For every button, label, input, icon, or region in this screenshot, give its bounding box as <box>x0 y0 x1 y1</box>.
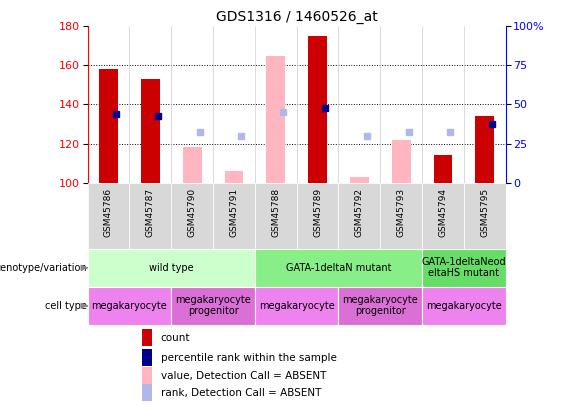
Bar <box>142 349 153 366</box>
Text: GATA-1deltaNeod
eltaHS mutant: GATA-1deltaNeod eltaHS mutant <box>421 257 506 278</box>
Bar <box>475 116 494 183</box>
Text: GATA-1deltaN mutant: GATA-1deltaN mutant <box>286 263 391 273</box>
Bar <box>141 79 160 183</box>
Text: genotype/variation: genotype/variation <box>0 263 87 273</box>
Bar <box>88 287 171 325</box>
Bar <box>88 249 255 287</box>
Bar <box>182 147 202 183</box>
Bar <box>422 249 506 287</box>
Bar <box>142 329 153 346</box>
Bar <box>464 183 506 249</box>
Bar <box>255 183 297 249</box>
Text: wild type: wild type <box>149 263 193 273</box>
Text: GSM45786: GSM45786 <box>104 188 113 237</box>
Text: GSM45792: GSM45792 <box>355 188 364 237</box>
Text: megakaryocyte: megakaryocyte <box>259 301 334 311</box>
Bar <box>224 171 244 183</box>
Bar <box>171 287 255 325</box>
Bar <box>171 183 213 249</box>
Bar <box>308 36 327 183</box>
Text: GSM45795: GSM45795 <box>480 188 489 237</box>
Bar <box>433 155 453 183</box>
Bar <box>142 367 153 384</box>
Bar <box>422 183 464 249</box>
Text: GSM45794: GSM45794 <box>438 188 447 237</box>
Bar <box>213 183 255 249</box>
Title: GDS1316 / 1460526_at: GDS1316 / 1460526_at <box>216 10 377 24</box>
Bar <box>142 384 153 401</box>
Text: cell type: cell type <box>45 301 87 311</box>
Text: GSM45787: GSM45787 <box>146 188 155 237</box>
Bar <box>129 183 171 249</box>
Bar <box>422 287 506 325</box>
Bar <box>266 55 285 183</box>
Bar <box>338 183 380 249</box>
Text: value, Detection Call = ABSENT: value, Detection Call = ABSENT <box>161 371 326 381</box>
Text: rank, Detection Call = ABSENT: rank, Detection Call = ABSENT <box>161 388 321 398</box>
Bar <box>338 287 422 325</box>
Bar <box>88 183 129 249</box>
Bar <box>392 140 411 183</box>
Bar <box>297 183 338 249</box>
Text: GSM45793: GSM45793 <box>397 188 406 237</box>
Text: GSM45789: GSM45789 <box>313 188 322 237</box>
Text: GSM45790: GSM45790 <box>188 188 197 237</box>
Text: percentile rank within the sample: percentile rank within the sample <box>161 353 337 362</box>
Text: GSM45791: GSM45791 <box>229 188 238 237</box>
Text: megakaryocyte
progenitor: megakaryocyte progenitor <box>175 295 251 316</box>
Bar <box>99 69 118 183</box>
Text: megakaryocyte: megakaryocyte <box>426 301 502 311</box>
Bar <box>380 183 422 249</box>
Bar <box>255 287 338 325</box>
Text: GSM45788: GSM45788 <box>271 188 280 237</box>
Bar <box>350 177 369 183</box>
Text: megakaryocyte
progenitor: megakaryocyte progenitor <box>342 295 418 316</box>
Bar <box>255 249 422 287</box>
Text: count: count <box>161 333 190 343</box>
Text: megakaryocyte: megakaryocyte <box>92 301 167 311</box>
